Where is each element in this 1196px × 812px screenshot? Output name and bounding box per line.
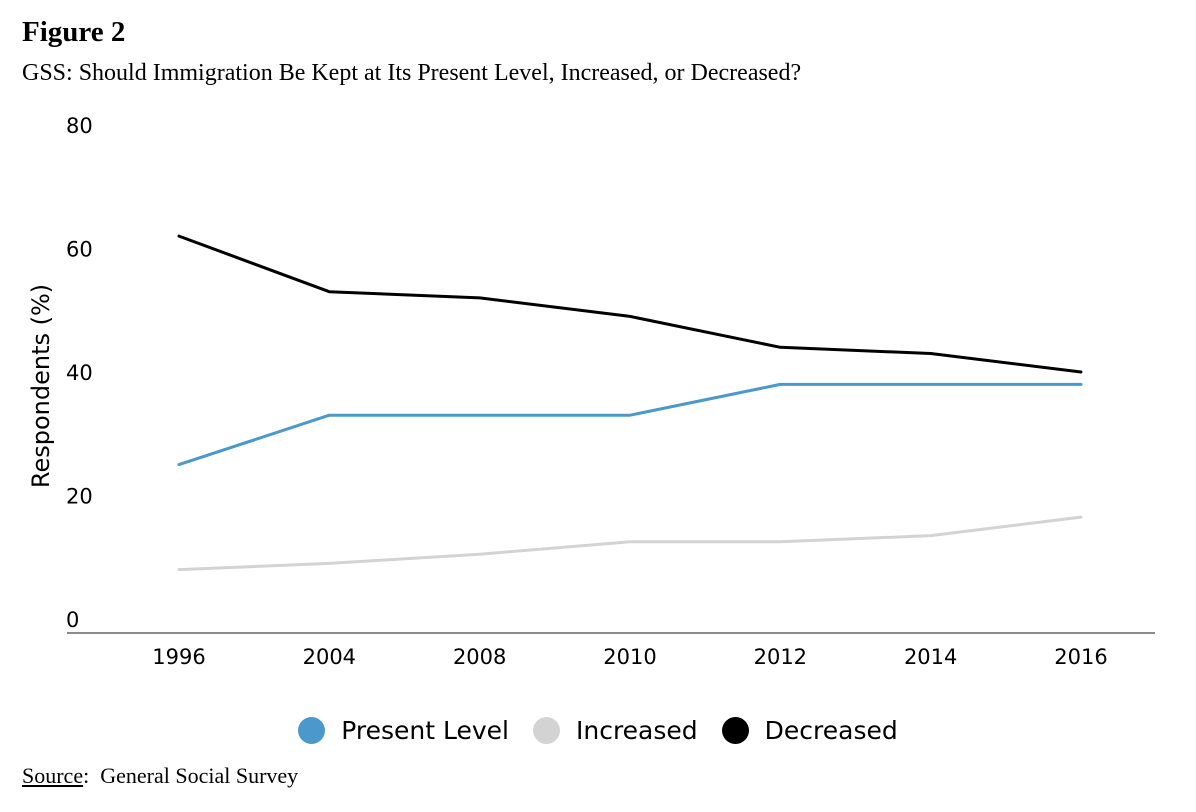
y-tick-label: 20 (66, 485, 93, 509)
y-axis-label: Respondents (%) (27, 284, 55, 488)
legend-label-decreased: Decreased (764, 715, 898, 745)
y-tick-label: 0 (66, 608, 79, 632)
legend-swatch-present-level (298, 716, 326, 744)
legend-item-decreased: Decreased (721, 715, 898, 745)
legend-label-present-level: Present Level (341, 715, 509, 745)
source-text: General Social Survey (100, 763, 299, 788)
y-tick-label: 60 (66, 238, 93, 262)
x-tick-label: 2008 (453, 645, 506, 669)
legend-item-increased: Increased (532, 715, 698, 745)
x-tick-label: 2014 (904, 645, 957, 669)
source-note: Source: General Social Survey (22, 763, 298, 789)
source-label: Source (22, 763, 84, 788)
figure-label: Figure 2 (22, 16, 126, 48)
series-line-present-level (177, 382, 1083, 467)
series-line-decreased (177, 234, 1083, 374)
x-tick-label: 2012 (754, 645, 807, 669)
y-tick-label: 40 (66, 361, 93, 385)
figure-title: GSS: Should Immigration Be Kept at Its P… (22, 60, 802, 86)
legend-label-increased: Increased (575, 715, 698, 745)
legend-swatch-increased (532, 716, 560, 744)
y-axis-ticks: 0 20 40 60 80 (66, 114, 93, 632)
x-axis-ticks: 1996 2004 2008 2010 2012 2014 2016 (152, 645, 1107, 669)
x-tick-label: 2004 (303, 645, 356, 669)
source-separator: : (83, 763, 90, 788)
legend: Present Level Increased Decreased (0, 710, 1196, 750)
x-tick-label: 2016 (1054, 645, 1107, 669)
legend-swatch-decreased (721, 716, 749, 744)
series-line-increased (177, 515, 1083, 572)
series-lines (177, 234, 1083, 572)
legend-item-present-level: Present Level (298, 716, 509, 745)
x-tick-label: 1996 (152, 645, 205, 669)
y-tick-label: 80 (66, 114, 93, 138)
x-tick-label: 2010 (603, 645, 656, 669)
